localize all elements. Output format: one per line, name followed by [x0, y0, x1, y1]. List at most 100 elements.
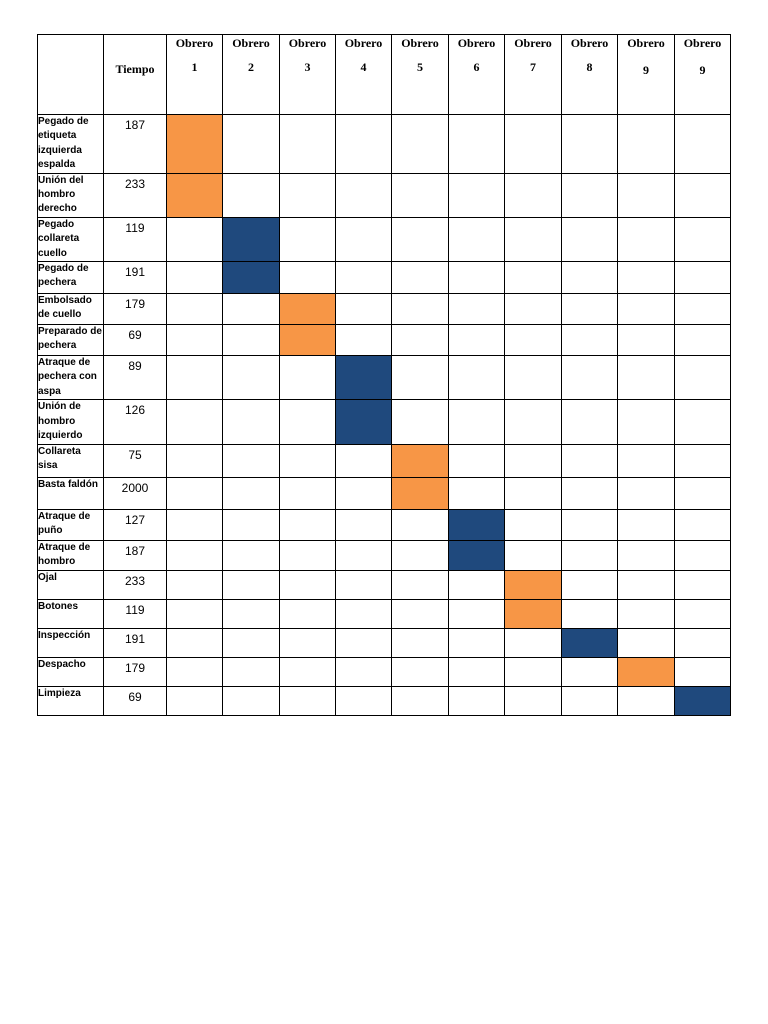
table-row: Collareta sisa 75 — [37, 443, 731, 478]
assigned-cell — [335, 355, 392, 401]
empty-cell — [222, 656, 280, 687]
empty-cell — [279, 598, 336, 629]
table-row: Unión de hombro izquierdo 126 — [37, 399, 731, 445]
empty-cell — [222, 355, 280, 401]
task-name: Basta faldón — [37, 476, 104, 510]
empty-cell — [222, 627, 280, 658]
task-time: 89 — [103, 355, 167, 401]
task-time: 179 — [103, 293, 167, 326]
empty-cell — [674, 399, 731, 445]
empty-cell — [279, 476, 336, 510]
task-time: 119 — [103, 598, 167, 629]
empty-cell — [448, 324, 505, 357]
worker-column-header: Obrero 8 — [561, 34, 618, 115]
empty-cell — [448, 476, 505, 510]
empty-cell — [166, 685, 223, 716]
empty-cell — [166, 355, 223, 401]
worker-title: Obrero — [514, 36, 552, 50]
empty-cell — [166, 627, 223, 658]
task-time: 191 — [103, 261, 167, 295]
empty-cell — [391, 293, 449, 326]
worker-column-header: Obrero 9 — [674, 34, 731, 115]
empty-cell — [448, 114, 505, 174]
empty-cell — [279, 216, 336, 263]
empty-cell — [617, 293, 675, 326]
empty-cell — [561, 508, 618, 541]
empty-cell — [222, 569, 280, 600]
worker-column-header: Obrero 6 — [448, 34, 505, 115]
empty-cell — [391, 656, 449, 687]
empty-cell — [617, 355, 675, 401]
empty-cell — [335, 476, 392, 510]
empty-cell — [279, 508, 336, 541]
empty-cell — [335, 598, 392, 629]
empty-cell — [504, 114, 562, 174]
empty-cell — [335, 685, 392, 716]
empty-cell — [448, 293, 505, 326]
worker-title: Obrero — [570, 36, 609, 50]
empty-cell — [561, 293, 618, 326]
worker-column-header: Obrero 2 — [222, 34, 280, 115]
empty-cell — [448, 443, 505, 478]
task-time: 127 — [103, 508, 167, 541]
empty-cell — [279, 627, 336, 658]
empty-cell — [222, 172, 280, 218]
task-name: Atraque de pechera con aspa — [37, 355, 104, 401]
empty-cell — [166, 443, 223, 478]
empty-cell — [166, 569, 223, 600]
empty-cell — [448, 569, 505, 600]
task-time-value: 126 — [124, 403, 146, 418]
empty-cell — [674, 539, 731, 571]
corner-cell — [37, 34, 104, 115]
empty-cell — [617, 261, 675, 295]
empty-cell — [617, 114, 675, 174]
empty-cell — [504, 627, 562, 658]
empty-cell — [391, 569, 449, 600]
empty-cell — [504, 355, 562, 401]
empty-cell — [391, 539, 449, 571]
empty-cell — [617, 598, 675, 629]
empty-cell — [335, 172, 392, 218]
table-row: Unión del hombro derecho 233 — [37, 172, 731, 218]
task-name: Botones — [37, 598, 104, 629]
empty-cell — [674, 569, 731, 600]
empty-cell — [335, 114, 392, 174]
empty-cell — [561, 476, 618, 510]
task-time-value: 119 — [125, 220, 145, 235]
empty-cell — [335, 627, 392, 658]
empty-cell — [617, 569, 675, 600]
empty-cell — [166, 539, 223, 571]
worker-column-header: Obrero 9 — [617, 34, 675, 115]
empty-cell — [617, 172, 675, 218]
empty-cell — [561, 443, 618, 478]
worker-column-header: Obrero 3 — [279, 34, 336, 115]
empty-cell — [561, 685, 618, 716]
empty-cell — [222, 598, 280, 629]
empty-cell — [335, 261, 392, 295]
empty-cell — [504, 293, 562, 326]
task-time: 69 — [103, 685, 167, 716]
empty-cell — [674, 443, 731, 478]
empty-cell — [166, 293, 223, 326]
empty-cell — [617, 508, 675, 541]
empty-cell — [279, 539, 336, 571]
empty-cell — [391, 627, 449, 658]
task-time-value: 119 — [125, 602, 145, 617]
task-time-value: 179 — [124, 297, 146, 312]
task-time: 187 — [103, 539, 167, 571]
worker-number: 6 — [473, 60, 480, 74]
worker-assignment-table: Tiempo Obrero 1 Obrero 2 Obrero 3 Obrero 4 Obrer… — [37, 34, 731, 716]
worker-column-header: Obrero 7 — [504, 34, 562, 115]
task-time: 2000 — [103, 476, 167, 510]
assigned-cell — [561, 627, 618, 658]
assigned-cell — [166, 172, 223, 218]
empty-cell — [674, 355, 731, 401]
empty-cell — [674, 656, 731, 687]
worker-title: Obrero — [401, 36, 439, 50]
empty-cell — [391, 216, 449, 263]
task-name: Preparado de pechera — [37, 324, 104, 357]
task-time-value: 127 — [124, 512, 146, 527]
empty-cell — [674, 627, 731, 658]
empty-cell — [391, 355, 449, 401]
assigned-cell — [222, 216, 280, 263]
